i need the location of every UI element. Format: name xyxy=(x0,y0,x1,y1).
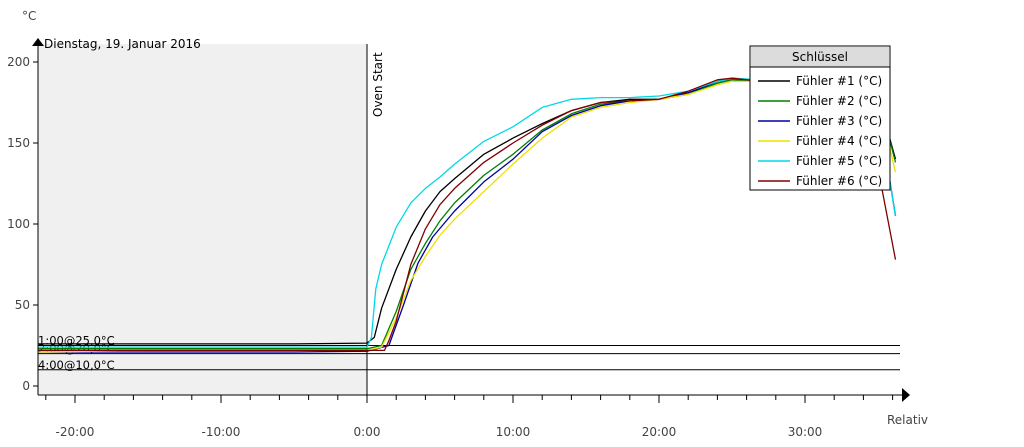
date-label: Dienstag, 19. Januar 2016 xyxy=(44,37,201,51)
legend-entry-label: Fühler #3 (°C) xyxy=(796,114,882,128)
legend-header xyxy=(751,47,889,67)
x-axis-label: Relativ xyxy=(887,413,928,427)
y-tick-label: 150 xyxy=(7,136,30,150)
legend-entry-label: Fühler #5 (°C) xyxy=(796,154,882,168)
legend-items: Fühler #1 (°C) Fühler #2 (°C) Fühler #3 (°… xyxy=(758,74,882,188)
y-tick-label: 50 xyxy=(15,298,30,312)
legend-entry-label: Fühler #2 (°C) xyxy=(796,94,882,108)
x-tick-label: -10:00 xyxy=(202,425,241,439)
y-axis-arrow xyxy=(32,38,44,46)
y-tick-label: 0 xyxy=(22,379,30,393)
y-tick-label: 100 xyxy=(7,217,30,231)
x-tick-label: -20:00 xyxy=(56,425,95,439)
y-tick-label: 200 xyxy=(7,55,30,69)
x-axis-arrow xyxy=(902,388,910,402)
y-axis-unit-label: °C xyxy=(22,9,36,23)
x-tick-label: 0:00 xyxy=(354,425,381,439)
legend-title: Schlüssel xyxy=(792,50,848,64)
legend-entry-label: Fühler #1 (°C) xyxy=(796,74,882,88)
legend-entry-label: Fühler #4 (°C) xyxy=(796,134,882,148)
x-tick-label: 10:00 xyxy=(496,425,531,439)
reference-line-label: 4:00@10,0°C xyxy=(38,358,115,372)
y-axis-ticks: 0 50 100 150 200 xyxy=(7,55,38,393)
x-tick-label: 30:00 xyxy=(788,425,823,439)
oven-start-label: Oven Start xyxy=(371,52,385,117)
x-axis-ticks: -20:00 -10:00 0:00 10:00 20:00 30:00 xyxy=(45,395,894,439)
x-tick-label: 20:00 xyxy=(642,425,677,439)
legend-box xyxy=(749,45,891,191)
pre-start-shaded-region xyxy=(38,44,367,395)
legend: Schlüssel Fühler #1 (°C)Fühler #2 (°C)Fü… xyxy=(749,45,891,191)
legend-entry-label: Fühler #6 (°C) xyxy=(796,174,882,188)
